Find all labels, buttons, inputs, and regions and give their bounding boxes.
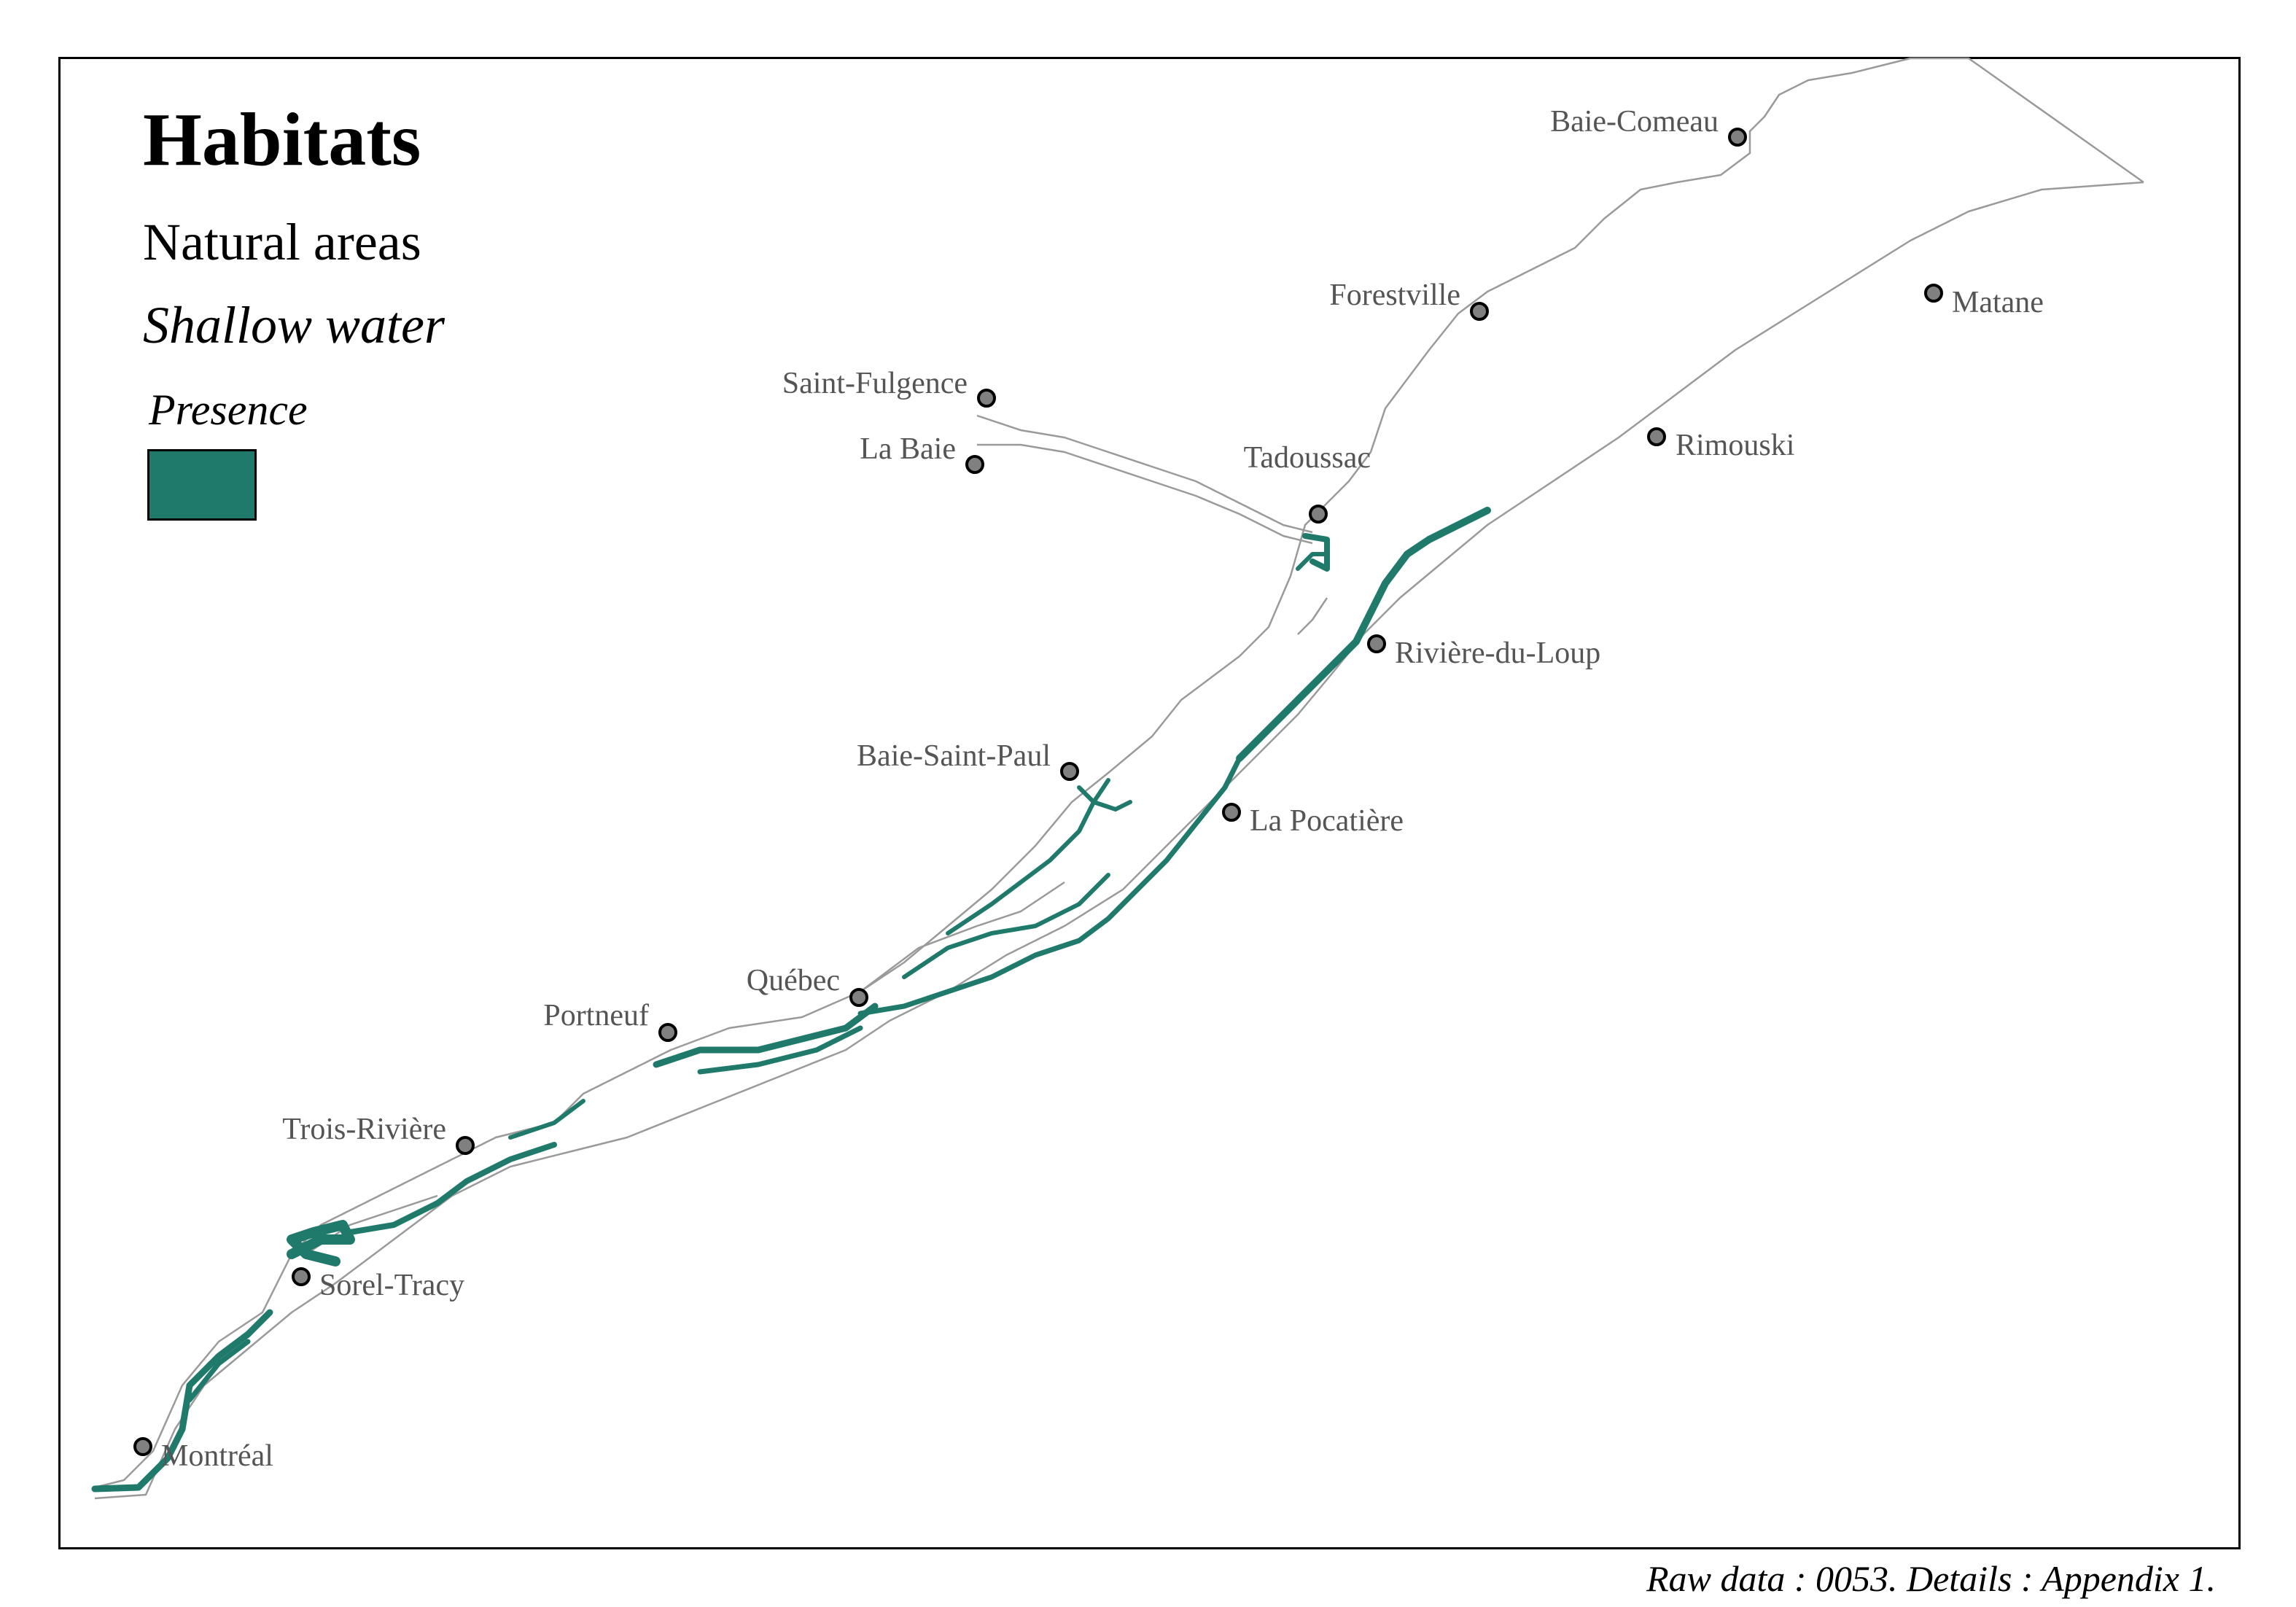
city-marker-icon (977, 389, 996, 408)
city-marker-icon (965, 455, 984, 474)
city-marker-icon (1470, 302, 1489, 321)
city-marker-icon (1309, 505, 1328, 524)
legend-title: Habitats (143, 98, 421, 182)
city-label: Rimouski (1676, 429, 1794, 462)
city-labels: Baie-Comeau Forestville Matane Saint-Ful… (161, 105, 2044, 1473)
map-frame (58, 57, 2241, 1549)
city-label: La Baie (860, 432, 956, 466)
legend-category: Shallow water (143, 296, 445, 354)
city-markers (133, 128, 1943, 1456)
city-marker-icon (292, 1267, 311, 1286)
city-label: Montréal (161, 1439, 273, 1473)
city-marker-icon (1222, 803, 1241, 822)
city-label: Forestville (1329, 279, 1460, 312)
legend-key-title: Presence (149, 386, 308, 434)
city-marker-icon (133, 1437, 152, 1456)
city-label: Québec (747, 964, 840, 997)
city-marker-icon (1924, 284, 1943, 303)
city-label: Baie-Comeau (1550, 105, 1719, 139)
city-marker-icon (1367, 634, 1386, 653)
city-marker-icon (658, 1023, 677, 1042)
city-marker-icon (1060, 762, 1079, 781)
legend-subtitle: Natural areas (143, 213, 421, 271)
shoreline (94, 57, 2144, 1500)
legend-swatch (147, 449, 257, 521)
city-label: Rivière-du-Loup (1395, 637, 1600, 670)
city-label: Saint-Fulgence (782, 367, 968, 400)
city-marker-icon (1647, 427, 1666, 446)
city-label: Matane (1952, 286, 2044, 319)
city-label: Baie-Saint-Paul (857, 739, 1051, 773)
source-caption: Raw data : 0053. Details : Appendix 1. (1646, 1558, 2216, 1599)
habitat-presence (91, 507, 1491, 1493)
city-label: Portneuf (543, 999, 649, 1032)
city-marker-icon (456, 1136, 475, 1155)
city-label: Tadoussac (1244, 441, 1371, 475)
city-marker-icon (849, 988, 868, 1007)
city-label: Sorel-Tracy (319, 1269, 464, 1302)
city-marker-icon (1728, 128, 1747, 147)
city-label: La Pocatière (1250, 804, 1404, 838)
city-label: Trois-Rivière (282, 1113, 446, 1146)
